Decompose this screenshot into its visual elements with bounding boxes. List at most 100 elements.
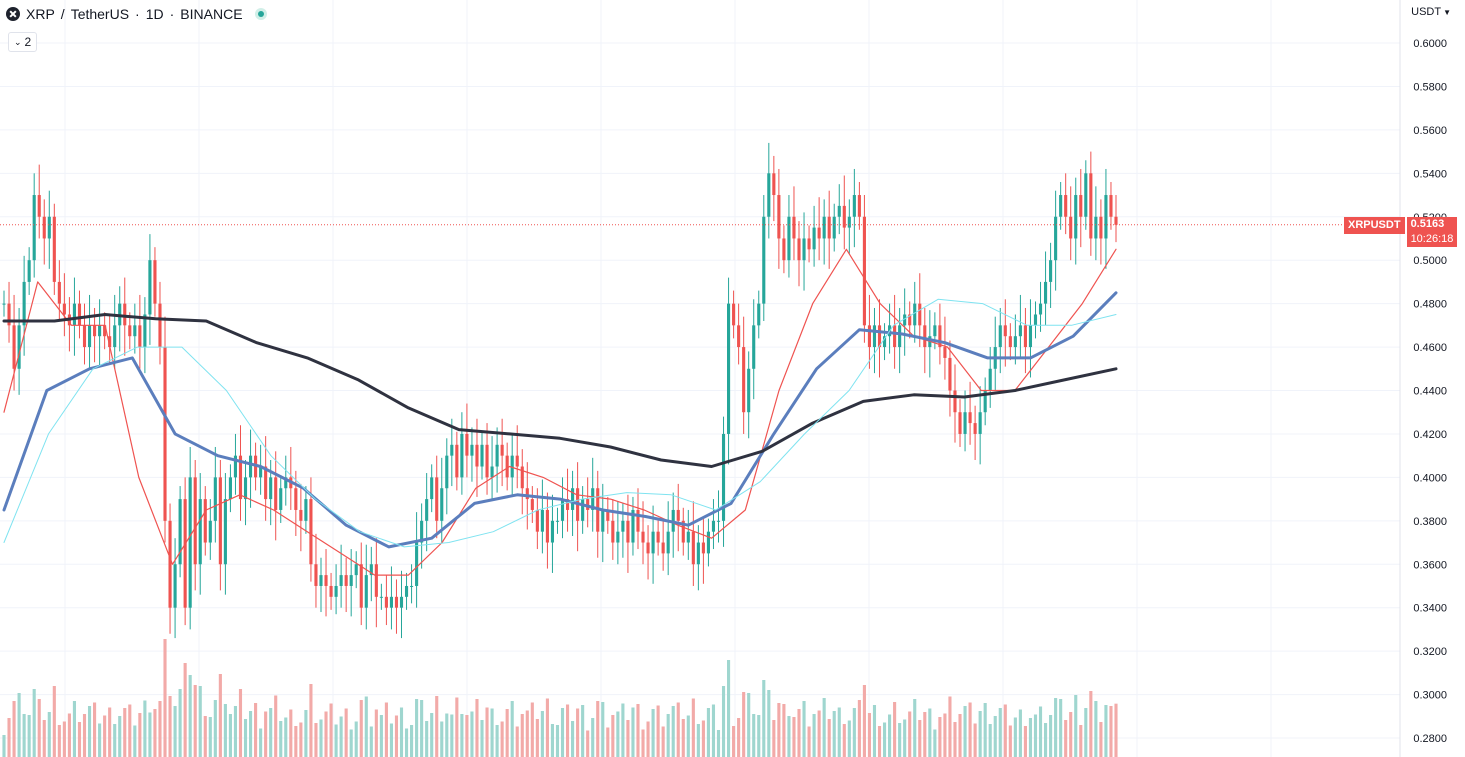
- volume-bar: [208, 717, 212, 757]
- candle-body: [17, 325, 21, 369]
- candle-body: [138, 325, 142, 348]
- candle-body: [379, 596, 383, 598]
- volume-bar: [948, 696, 952, 757]
- candle-body: [415, 542, 419, 586]
- candle-body: [148, 260, 152, 315]
- candle-body: [742, 347, 746, 413]
- volume-bar: [742, 692, 746, 757]
- volume-bar: [968, 702, 972, 757]
- candle-body: [349, 575, 353, 586]
- volume-bar: [329, 703, 333, 757]
- candle-body: [1074, 195, 1078, 239]
- volume-bar: [631, 707, 635, 757]
- candle-body: [248, 455, 253, 478]
- candle-body: [153, 260, 157, 304]
- volume-bar: [309, 684, 313, 757]
- volume-bar: [928, 708, 932, 757]
- price-tick-label: 0.5800: [1413, 81, 1447, 93]
- candle-body: [686, 531, 690, 543]
- volume-bar: [394, 715, 399, 757]
- last-price-label: XRPUSDT 0.5163 10:26:18: [1344, 217, 1458, 247]
- volume-bar: [505, 709, 509, 757]
- volume-bar: [384, 702, 388, 757]
- indicators-toggle-button[interactable]: ⌄ 2: [8, 32, 38, 52]
- volume-bar: [420, 700, 424, 757]
- volume-bar: [1099, 722, 1103, 757]
- candle-body: [621, 520, 625, 532]
- candle-body: [812, 227, 816, 250]
- volume-bar: [389, 723, 393, 757]
- volume-bar: [696, 724, 700, 757]
- volume-bar: [576, 708, 580, 757]
- volume-bar: [264, 711, 268, 757]
- volume-bar: [399, 707, 404, 757]
- volume-bar: [259, 728, 263, 757]
- candle-body: [827, 216, 831, 239]
- legend-quote[interactable]: TetherUS: [70, 6, 130, 22]
- candle-body: [198, 499, 202, 565]
- volume-bar: [42, 720, 46, 757]
- price-tick-label: 0.3200: [1413, 646, 1447, 658]
- volume-bar: [1028, 718, 1033, 757]
- candle-body: [62, 303, 66, 315]
- volume-bar: [757, 715, 761, 757]
- volume-bar: [903, 719, 907, 757]
- moving-average-line: [3, 298, 1117, 548]
- legend-symbol[interactable]: XRP: [26, 6, 55, 22]
- candle-body: [862, 216, 866, 326]
- legend-interval[interactable]: 1D: [145, 6, 164, 22]
- volume-bar: [77, 722, 82, 757]
- candle-body: [309, 499, 313, 565]
- volume-bar: [1038, 706, 1043, 757]
- volume-bar: [98, 723, 102, 757]
- candle-body: [369, 564, 373, 576]
- currency-selector[interactable]: USDT ▼: [1411, 6, 1451, 18]
- volume-bar: [918, 720, 922, 757]
- volume-bar: [782, 704, 786, 757]
- candle-body: [626, 520, 630, 543]
- candle-body: [500, 444, 504, 456]
- volume-bar: [93, 702, 97, 757]
- volume-bar: [565, 704, 570, 757]
- volume-bar: [898, 723, 902, 757]
- candle-body: [103, 325, 107, 337]
- volume-bar: [792, 717, 796, 757]
- volume-bar: [148, 712, 152, 757]
- volume-bar: [641, 729, 645, 757]
- volume-bar: [611, 715, 615, 757]
- volume-bar: [1094, 701, 1098, 757]
- volume-bar: [857, 700, 861, 757]
- volume-bar: [913, 699, 917, 757]
- volume-bar: [238, 689, 243, 757]
- moving-average-line: [3, 248, 1117, 576]
- volume-bar: [143, 700, 147, 757]
- volume-bar: [294, 726, 298, 757]
- candle-body: [410, 585, 414, 587]
- moving-average-line: [2, 291, 1118, 549]
- candle-body: [571, 488, 575, 510]
- legend-exchange[interactable]: BINANCE: [180, 6, 243, 22]
- volume-bar: [460, 714, 464, 757]
- volume-bar: [82, 714, 87, 757]
- xrp-logo-icon: [6, 7, 20, 21]
- market-status-icon[interactable]: [254, 8, 267, 20]
- candle-body: [555, 520, 560, 522]
- volume-bar: [500, 721, 504, 757]
- volume-bar: [802, 701, 806, 757]
- volume-bar: [530, 702, 534, 757]
- volume-bar: [349, 729, 353, 757]
- volume-bar: [550, 724, 555, 757]
- volume-bar: [706, 708, 710, 757]
- volume-bar: [485, 707, 489, 757]
- volume-bar: [958, 714, 962, 757]
- candle-body: [681, 520, 685, 543]
- candle-body: [520, 466, 524, 489]
- volume-bar: [108, 707, 112, 757]
- candle-body: [933, 325, 937, 337]
- candle-body: [93, 325, 97, 337]
- candle-body: [470, 444, 474, 456]
- price-tick-label: 0.4600: [1413, 342, 1447, 354]
- volume-bar: [862, 685, 866, 757]
- volume-bar: [47, 712, 51, 757]
